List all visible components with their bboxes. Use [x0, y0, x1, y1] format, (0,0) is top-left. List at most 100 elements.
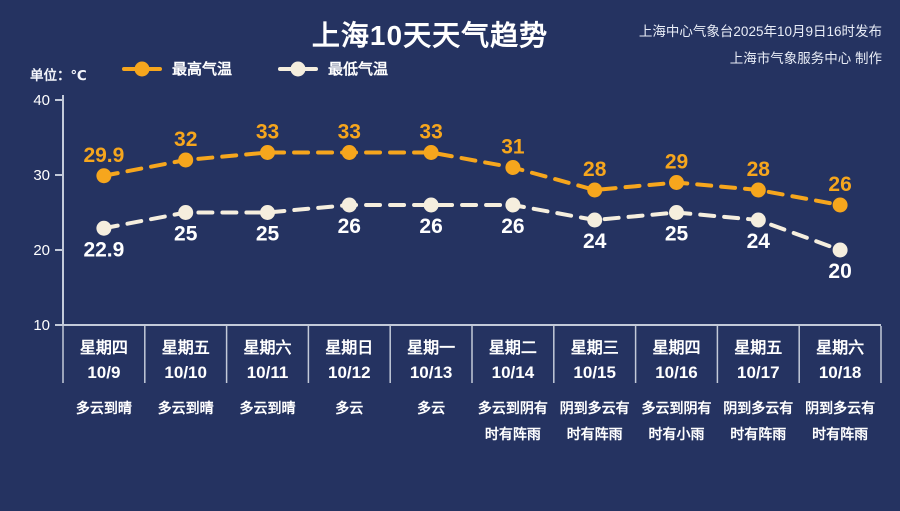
- low-temp-value-label: 25: [174, 223, 198, 246]
- day-date-label: 10/15: [573, 363, 616, 382]
- low-temp-point: [260, 205, 275, 220]
- high-temp-point: [669, 175, 684, 190]
- low-temp-value-label: 25: [665, 223, 689, 246]
- day-name-label: 星期日: [325, 340, 374, 357]
- day-column: 星期五 10/17 阴到多云有时有阵雨: [717, 332, 799, 447]
- publisher-info: 上海中心气象台2025年10月9日16时发布 上海市气象服务中心 制作: [639, 18, 882, 72]
- day-date-label: 10/18: [818, 363, 862, 382]
- day-column: 星期六 10/18 阴到多云有时有阵雨: [799, 332, 881, 447]
- day-weather-label: 多云到晴: [75, 400, 132, 416]
- low-temp-point: [669, 205, 684, 220]
- day-weather-label: 多云: [335, 400, 364, 416]
- y-axis-tick-label: 40: [33, 92, 50, 109]
- high-temp-value-label: 28: [583, 158, 607, 181]
- day-column: 星期一 10/13 多云: [390, 332, 472, 421]
- high-temp-point: [832, 197, 848, 213]
- day-date-label: 10/11: [246, 363, 289, 382]
- high-temp-point: [178, 152, 194, 168]
- day-name-label: 星期三: [570, 340, 619, 357]
- high-temp-value-label: 29: [665, 151, 688, 174]
- high-temp-line: [101, 150, 843, 207]
- low-temp-value-label: 24: [583, 230, 607, 253]
- day-name-label: 星期五: [734, 340, 783, 357]
- high-temp-point: [423, 145, 439, 160]
- low-temp-line: [101, 203, 843, 252]
- day-column: 星期三 10/15 阴到多云有时有阵雨: [554, 332, 636, 447]
- high-temp-point: [96, 168, 112, 184]
- low-temp-point: [505, 197, 521, 213]
- low-temp-value-label: 26: [501, 215, 524, 238]
- day-name-label: 星期一: [407, 340, 456, 357]
- high-temp-value-label: 31: [501, 136, 525, 159]
- low-temp-point: [423, 197, 439, 213]
- low-temp-value-label: 22.9: [83, 238, 124, 261]
- day-column: 星期六 10/11 多云到晴: [227, 332, 309, 421]
- day-weather-label: 阴到多云有时有阵雨: [723, 400, 794, 442]
- day-column: 星期二 10/14 多云到阴有时有阵雨: [472, 332, 554, 447]
- day-date-label: 10/13: [409, 363, 453, 382]
- day-name-label: 星期五: [161, 340, 210, 357]
- day-date-label: 10/12: [328, 363, 371, 382]
- high-temp-point: [341, 145, 357, 160]
- day-name-label: 星期六: [243, 340, 292, 357]
- high-temp-value-label: 33: [256, 121, 279, 144]
- publisher-line1: 上海中心气象台2025年10月9日16时发布: [638, 24, 882, 39]
- day-column: 星期四 10/9 多云到晴: [63, 332, 145, 421]
- high-temp-value-label: 29.9: [83, 144, 124, 167]
- day-column: 星期日 10/12 多云: [308, 332, 390, 421]
- unit-label: 单位：℃: [30, 68, 87, 83]
- high-temp-value-label: 32: [174, 128, 197, 151]
- legend-item-high-temp: 最高气温: [122, 58, 232, 79]
- high-temp-value-label: 33: [419, 121, 442, 144]
- high-temp-point: [750, 182, 766, 198]
- low-temp-line-icon: [278, 61, 319, 77]
- y-axis-tick-label: 30: [33, 167, 50, 184]
- day-weather-label: 多云到晴: [239, 400, 296, 416]
- high-temp-point: [260, 145, 275, 160]
- low-temp-value-label: 26: [338, 215, 361, 238]
- low-temp-point: [178, 205, 194, 220]
- day-column: 星期五 10/10 多云到晴: [145, 332, 227, 421]
- day-date-label: 10/17: [737, 363, 780, 382]
- legend-item-low-temp: 最低气温: [278, 58, 388, 79]
- publisher-line2: 上海市气象服务中心 制作: [729, 51, 882, 66]
- high-temp-point: [505, 160, 521, 175]
- page-title: 上海10天天气趋势: [311, 20, 549, 51]
- day-weather-label: 阴到多云有时有阵雨: [559, 400, 630, 442]
- y-axis-tick-label: 20: [33, 242, 50, 259]
- day-name-label: 星期二: [488, 340, 537, 357]
- y-axis-tick-label: 10: [33, 317, 50, 334]
- low-temp-value-label: 26: [419, 215, 442, 238]
- chart-legend: 最高气温 最低气温: [122, 58, 388, 79]
- day-date-label: 10/14: [491, 363, 535, 382]
- low-temp-point: [96, 220, 112, 236]
- low-temp-point: [832, 242, 848, 258]
- day-weather-label: 多云到阴有时有小雨: [641, 400, 712, 442]
- day-column: 星期四 10/16 多云到阴有时有小雨: [636, 332, 718, 447]
- day-date-label: 10/9: [87, 363, 121, 382]
- low-temp-value-label: 20: [828, 260, 851, 283]
- day-name-label: 星期四: [79, 340, 128, 357]
- day-date-label: 10/10: [164, 363, 207, 382]
- day-date-label: 10/16: [655, 363, 698, 382]
- low-temp-point: [750, 212, 766, 228]
- day-name-label: 星期四: [652, 340, 701, 357]
- low-temp-point: [587, 212, 603, 228]
- high-temp-line-icon: [122, 61, 162, 77]
- legend-label: 最高气温: [172, 61, 233, 78]
- low-temp-value-label: 24: [747, 230, 771, 253]
- high-temp-value-label: 33: [338, 121, 361, 144]
- high-temp-value-label: 26: [828, 173, 851, 196]
- high-temp-point: [587, 182, 603, 198]
- day-weather-label: 多云: [417, 400, 446, 416]
- legend-label: 最低气温: [328, 61, 389, 78]
- low-temp-point: [341, 197, 357, 213]
- day-weather-label: 多云到阴有时有阵雨: [477, 400, 548, 442]
- high-temp-value-label: 28: [747, 158, 771, 181]
- day-name-label: 星期六: [816, 340, 865, 357]
- day-weather-label: 多云到晴: [157, 400, 214, 416]
- low-temp-value-label: 25: [256, 223, 280, 246]
- day-weather-label: 阴到多云有时有阵雨: [805, 400, 876, 442]
